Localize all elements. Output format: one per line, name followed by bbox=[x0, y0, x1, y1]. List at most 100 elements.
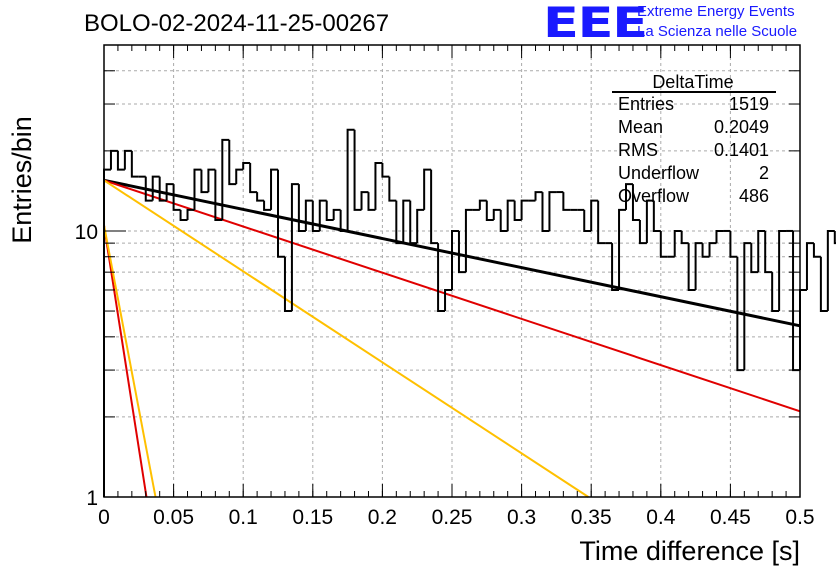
histogram-bin bbox=[659, 230, 668, 258]
histogram-bin bbox=[409, 200, 418, 245]
histogram-bin bbox=[207, 168, 216, 193]
histogram-bin bbox=[687, 243, 696, 291]
fit-line bbox=[103, 225, 148, 498]
stats-value: 0.2049 bbox=[714, 117, 769, 137]
histogram-bin bbox=[179, 209, 188, 221]
run-title: BOLO-02-2024-11-25-00267 bbox=[84, 10, 390, 37]
histogram-bin bbox=[764, 230, 773, 274]
histogram-bin bbox=[270, 168, 278, 210]
histogram-bin bbox=[402, 199, 411, 244]
histogram-bin bbox=[277, 169, 285, 258]
histogram-bin bbox=[444, 288, 452, 312]
histogram-bin bbox=[625, 183, 633, 210]
histogram-bin bbox=[242, 162, 251, 170]
stats-label: RMS bbox=[618, 140, 658, 160]
histogram-bin bbox=[715, 229, 724, 244]
x-tick-label: 0.3 bbox=[507, 506, 536, 529]
histogram-bin bbox=[506, 199, 515, 231]
stats-value: 0.1401 bbox=[714, 140, 769, 160]
histogram-bin bbox=[304, 199, 313, 231]
histogram-bin bbox=[249, 163, 258, 194]
histogram-bin bbox=[583, 209, 592, 232]
histogram-bin bbox=[235, 168, 244, 185]
histogram-bin bbox=[423, 168, 432, 210]
histogram-bin bbox=[680, 230, 689, 245]
x-tick-label: 0.45 bbox=[710, 506, 751, 529]
histogram-bin bbox=[374, 162, 383, 210]
histogram-bin bbox=[750, 243, 759, 274]
y-tick-label: 10 bbox=[75, 221, 98, 244]
histogram-bin bbox=[144, 176, 153, 202]
histogram-bin bbox=[548, 191, 557, 231]
histogram-bin bbox=[729, 230, 738, 258]
histogram-bin bbox=[130, 150, 139, 178]
histogram-bin bbox=[283, 256, 292, 313]
histogram-bin bbox=[290, 183, 299, 312]
x-tick-label: 0.15 bbox=[292, 506, 333, 529]
histogram-bin bbox=[332, 208, 341, 220]
histogram-bin bbox=[611, 243, 620, 291]
x-tick-label: 0.4 bbox=[646, 506, 676, 529]
histogram-bin bbox=[367, 192, 376, 211]
histogram-bin bbox=[597, 200, 606, 245]
histogram-bin bbox=[193, 168, 202, 210]
histogram-bin bbox=[325, 200, 334, 221]
stats-box: DeltaTime Entries 1519 Mean 0.2049 RMS 0.1401… bbox=[612, 72, 776, 206]
histogram-bin bbox=[158, 176, 167, 202]
histogram-bin bbox=[430, 169, 439, 245]
histogram-bin bbox=[360, 191, 369, 210]
histogram-bin bbox=[812, 243, 821, 258]
x-tick-label: 0.25 bbox=[432, 506, 473, 529]
histogram-bin bbox=[297, 184, 306, 232]
histogram-bin bbox=[743, 242, 752, 371]
histogram-bin bbox=[534, 191, 543, 201]
histogram-bin bbox=[228, 139, 237, 186]
histogram-bin bbox=[520, 199, 529, 220]
histogram-bin bbox=[437, 243, 446, 313]
fit-line bbox=[103, 225, 157, 498]
fit-line bbox=[103, 179, 589, 498]
stats-label: Entries bbox=[618, 94, 674, 114]
histogram-bin bbox=[478, 199, 487, 210]
stats-value: 486 bbox=[739, 186, 769, 206]
histogram-bin bbox=[562, 192, 571, 211]
x-axis-title: Time difference [s] bbox=[579, 536, 800, 566]
histogram-bin bbox=[799, 288, 807, 371]
histogram-bin bbox=[221, 138, 230, 220]
histogram-bin bbox=[618, 208, 626, 290]
histogram-bin bbox=[123, 149, 132, 170]
histogram-bin bbox=[151, 175, 160, 201]
stats-label: Underflow bbox=[618, 163, 700, 183]
x-tick-label: 0.2 bbox=[368, 506, 397, 529]
histogram-bin bbox=[214, 169, 223, 221]
histogram-bin bbox=[631, 184, 640, 221]
tick-labels: 0 0.05 0.1 0.15 0.2 0.25 0.3 0.35 0.4 0.45 0.5 1 10 bbox=[75, 221, 815, 529]
y-tick-label: 1 bbox=[86, 487, 98, 510]
histogram-bin bbox=[645, 199, 654, 244]
histogram-bin bbox=[388, 176, 397, 202]
histogram-bin bbox=[457, 230, 466, 274]
histogram-bin bbox=[165, 183, 174, 201]
histogram-bin bbox=[819, 256, 828, 313]
stats-value: 1519 bbox=[729, 94, 769, 114]
histogram-bin bbox=[708, 242, 717, 257]
histogram-bin bbox=[339, 209, 348, 232]
eee-logo: EEE bbox=[543, 0, 648, 47]
x-tick-label: 0.05 bbox=[153, 506, 194, 529]
histogram-bin bbox=[590, 199, 599, 231]
histogram-bin bbox=[256, 192, 265, 202]
stats-label: Mean bbox=[618, 117, 663, 137]
axis-ticks bbox=[103, 44, 801, 498]
histogram-bin bbox=[757, 229, 766, 273]
histogram-bin bbox=[263, 200, 272, 211]
org-name-line1: Extreme Energy Events bbox=[637, 3, 795, 20]
histogram-bin bbox=[186, 208, 195, 220]
histogram-bin bbox=[311, 200, 320, 232]
histogram-bin bbox=[541, 192, 550, 232]
histogram-bin bbox=[451, 229, 459, 290]
histogram-bin bbox=[353, 129, 362, 211]
histogram-bin bbox=[694, 242, 703, 290]
x-tick-label: 0 bbox=[98, 506, 110, 529]
histogram-bin bbox=[792, 230, 800, 372]
